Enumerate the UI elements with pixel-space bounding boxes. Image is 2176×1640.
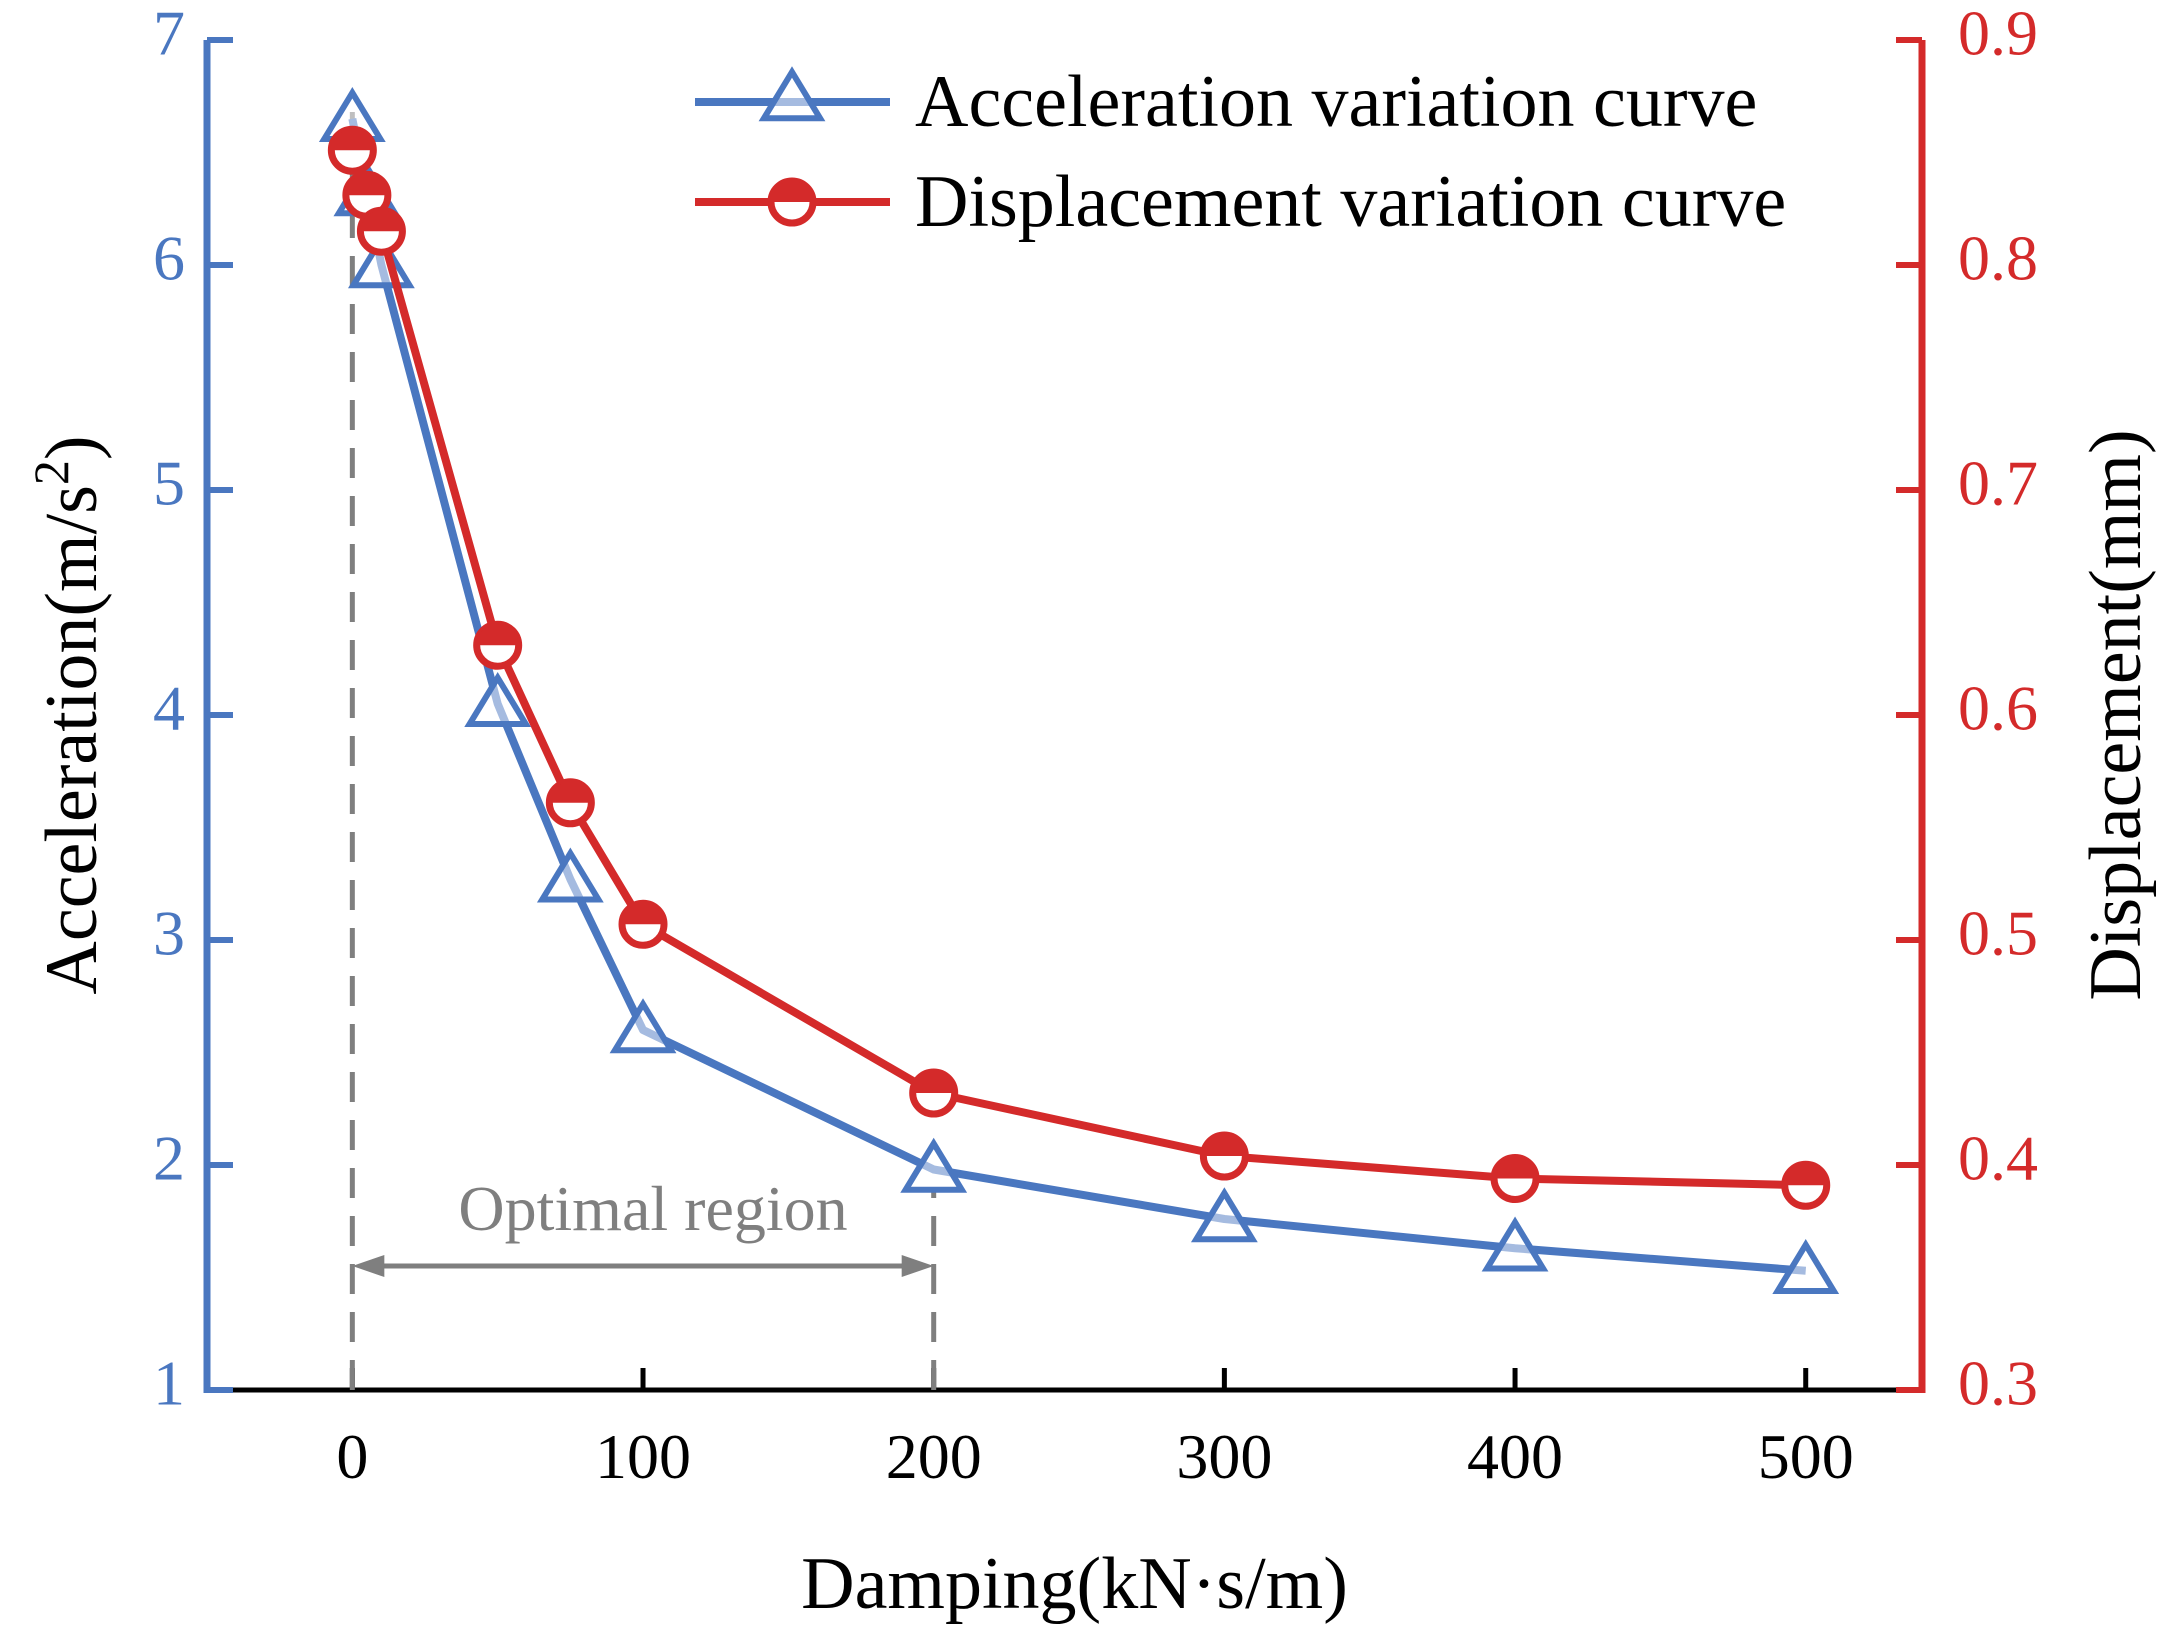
data-point (473, 620, 523, 670)
data-point (909, 1068, 959, 1118)
data-point (900, 1137, 968, 1193)
data-point-fill (912, 1072, 955, 1093)
right-tick-label: 0.8 (1958, 223, 2038, 294)
arrow-head-right (901, 1255, 934, 1277)
data-point (1781, 1160, 1831, 1210)
series-line (348, 149, 1806, 1190)
series-line (348, 117, 1807, 1275)
optimal-region-label: Optimal region (458, 1173, 847, 1244)
left-tick-label: 4 (153, 673, 185, 744)
right-tick-label: 0.3 (1958, 1348, 2038, 1419)
x-tick-label: 400 (1467, 1421, 1563, 1492)
legend-marker-fill (771, 181, 813, 202)
data-point-fill (1203, 1135, 1246, 1156)
plot-series-group (318, 86, 1840, 1295)
optimal-region-guides: Optimal region (349, 105, 937, 1390)
data-point-fill (622, 903, 665, 925)
legend-item-acceleration: Acceleration variation curve (695, 61, 1757, 143)
x-tick-label: 0 (336, 1421, 368, 1492)
data-point (327, 125, 377, 175)
arrow-head-left (352, 1255, 385, 1277)
left-tick-label: 3 (153, 898, 185, 969)
data-point-fill (1494, 1157, 1537, 1179)
left-tick-label: 1 (153, 1348, 185, 1419)
x-tick-label: 100 (595, 1421, 691, 1492)
data-point (1490, 1154, 1540, 1203)
left-tick-label: 2 (153, 1123, 185, 1194)
series-acceleration (318, 86, 1840, 1295)
right-axis-title: Displacement(mm) (2075, 429, 2157, 1000)
legend-marker (758, 66, 826, 122)
x-axis-title: Damping(kN·s/m) (801, 1543, 1348, 1625)
data-point (609, 998, 677, 1054)
x-tick-label: 500 (1758, 1421, 1854, 1492)
data-point-fill (331, 129, 374, 151)
data-point (464, 671, 532, 728)
data-point-fill (360, 210, 403, 232)
data-point (1190, 1187, 1258, 1243)
axes-group: 1 2 3 4 5 6 7 0.3 0.4 0.5 0.6 0.7 0.8 0.9 0 100 200 300 40… (23, 0, 2157, 1625)
data-point-fill (1784, 1164, 1827, 1186)
data-point-fill (476, 624, 519, 646)
left-tick-label: 5 (153, 448, 185, 519)
left-tick-label: 7 (153, 0, 185, 69)
left-tick-label: 6 (153, 223, 185, 294)
x-tick-label: 300 (1176, 1421, 1272, 1492)
legend: Acceleration variation curve Displacement… (695, 61, 1786, 243)
right-tick-label: 0.9 (1958, 0, 2038, 69)
data-point (618, 899, 668, 949)
right-tick-label: 0.4 (1958, 1123, 2038, 1194)
data-point (1199, 1131, 1249, 1181)
data-point (1481, 1216, 1549, 1272)
data-point (545, 778, 595, 828)
data-point (1772, 1238, 1840, 1295)
series-displacement (327, 125, 1831, 1210)
legend-label: Acceleration variation curve (915, 61, 1757, 143)
right-tick-label: 0.6 (1958, 673, 2038, 744)
right-tick-label: 0.7 (1958, 448, 2038, 519)
legend-marker (767, 177, 817, 227)
x-tick-label: 200 (886, 1421, 982, 1492)
data-point-fill (549, 781, 592, 803)
data-point (356, 206, 406, 256)
legend-item-displacement: Displacement variation curve (695, 161, 1786, 243)
left-axis-title: Acceleration(m/s2) (23, 435, 113, 994)
data-point (342, 170, 392, 220)
legend-label: Displacement variation curve (915, 161, 1786, 243)
data-point (536, 847, 604, 903)
data-point-fill (345, 174, 388, 196)
right-tick-label: 0.5 (1958, 898, 2038, 969)
